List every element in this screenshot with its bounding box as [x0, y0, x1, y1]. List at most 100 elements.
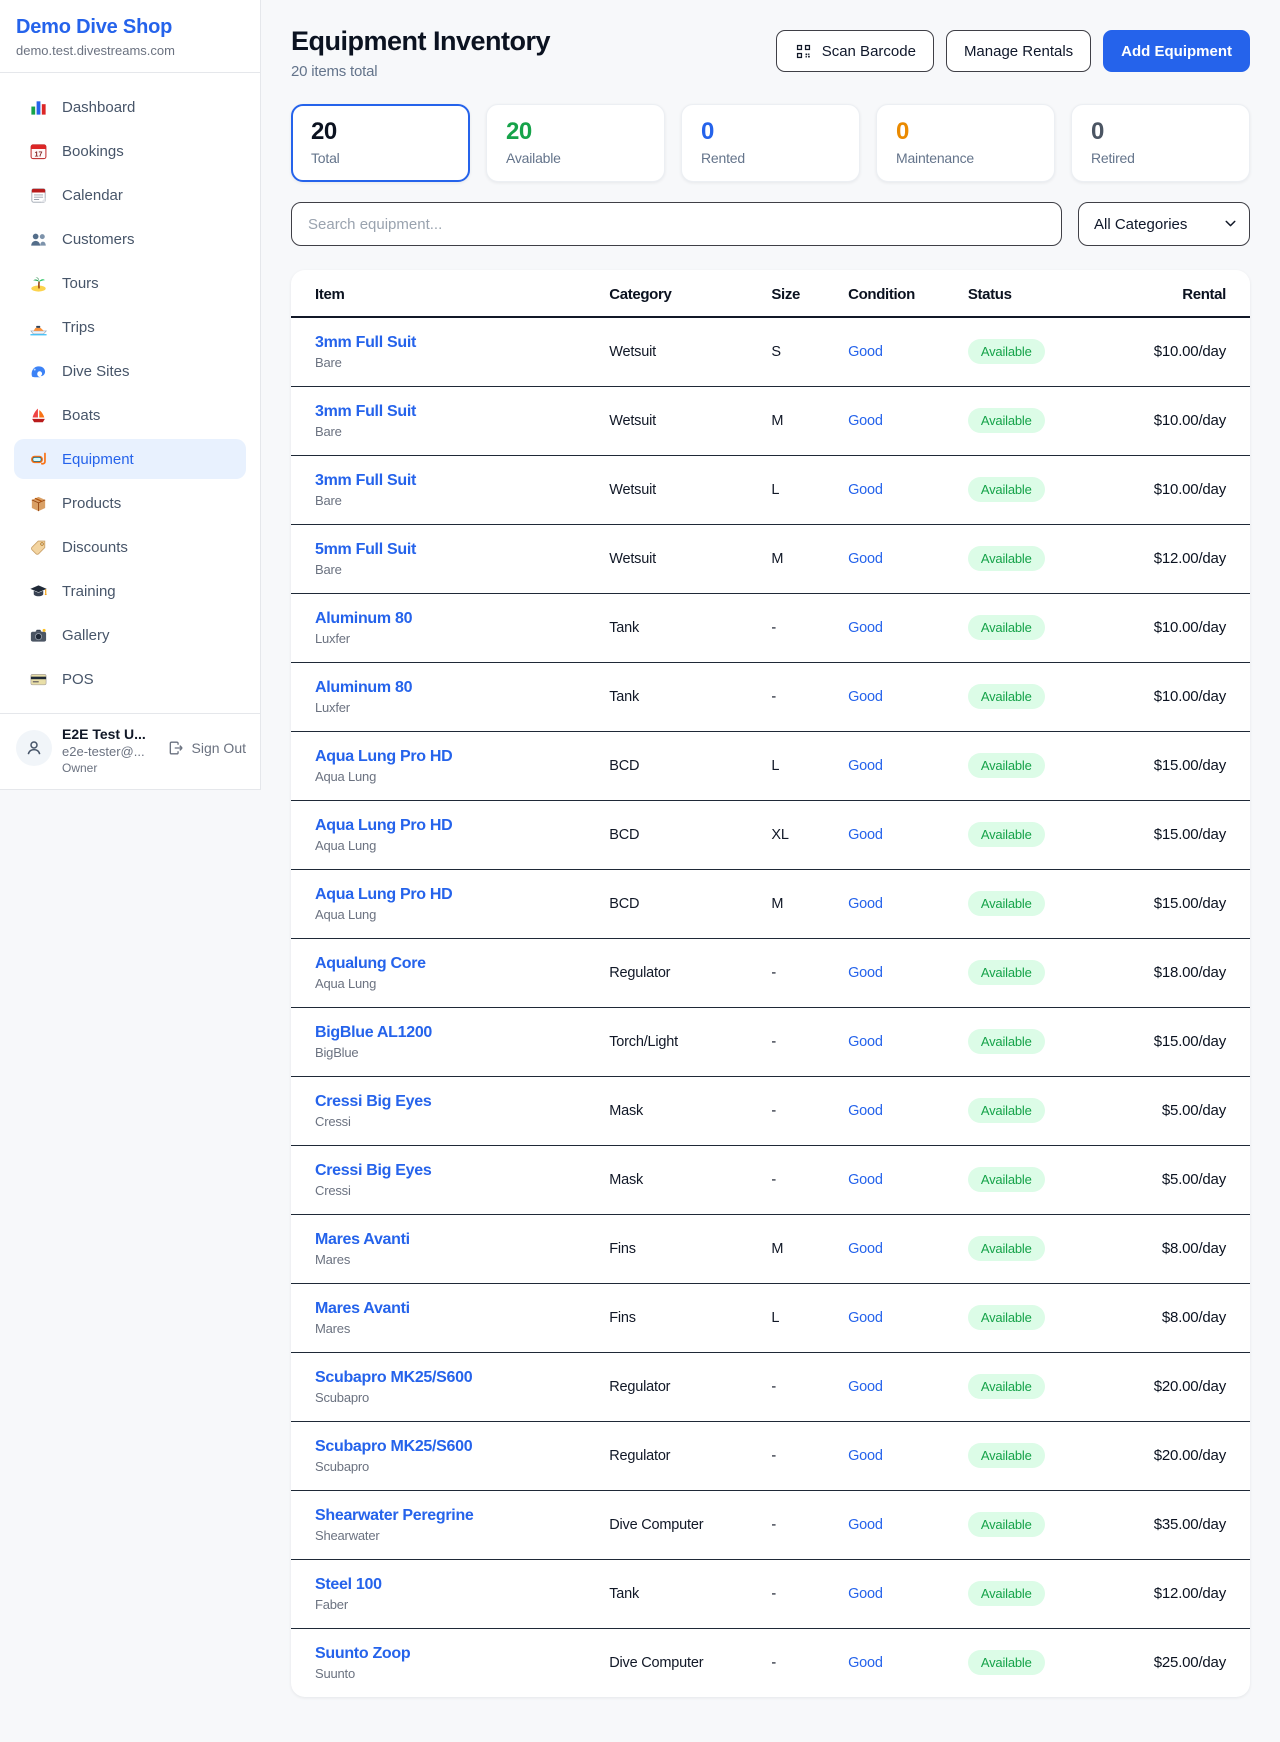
item-condition-link[interactable]: Good — [848, 826, 883, 843]
item-condition-link[interactable]: Good — [848, 1033, 883, 1050]
shop-name[interactable]: Demo Dive Shop — [16, 16, 173, 38]
sidebar-item-dashboard[interactable]: Dashboard — [14, 87, 246, 127]
item-condition-link[interactable]: Good — [848, 1378, 883, 1395]
item-size: - — [771, 1033, 777, 1050]
table-row: Steel 100 Faber Tank - Good Available $1… — [291, 1559, 1250, 1628]
item-condition-link[interactable]: Good — [848, 1585, 883, 1602]
wave-icon — [28, 361, 48, 381]
status-badge: Available — [967, 1443, 1045, 1468]
item-name-link[interactable]: Scubapro MK25/S600 — [315, 1437, 473, 1455]
item-name-link[interactable]: Aqua Lung Pro HD — [315, 816, 453, 834]
item-name-link[interactable]: Aluminum 80 — [315, 678, 413, 696]
sign-out-button[interactable]: Sign Out — [166, 738, 246, 758]
item-condition-link[interactable]: Good — [848, 757, 883, 774]
item-name-link[interactable]: 3mm Full Suit — [315, 471, 416, 489]
manage-rentals-button[interactable]: Manage Rentals — [945, 30, 1092, 72]
item-size: - — [771, 688, 777, 705]
sidebar-item-training[interactable]: Training — [14, 571, 246, 611]
item-name-link[interactable]: Steel 100 — [315, 1575, 382, 1593]
item-condition-link[interactable]: Good — [848, 688, 883, 705]
item-brand: Faber — [315, 1596, 348, 1612]
item-brand: Shearwater — [315, 1527, 380, 1543]
item-brand: Luxfer — [315, 699, 350, 715]
item-name-link[interactable]: Cressi Big Eyes — [315, 1161, 432, 1179]
sidebar-user-footer: E2E Test U... e2e-tester@... Owner Sign … — [0, 713, 260, 789]
item-name-link[interactable]: Cressi Big Eyes — [315, 1092, 432, 1110]
item-condition-link[interactable]: Good — [848, 412, 883, 429]
item-condition-link[interactable]: Good — [848, 1516, 883, 1533]
item-condition-link[interactable]: Good — [848, 343, 883, 360]
sidebar-item-products[interactable]: Products — [14, 483, 246, 523]
item-rental-price: $10.00/day — [1153, 687, 1226, 705]
stat-card-maintenance[interactable]: 0 Maintenance — [876, 104, 1055, 182]
add-equipment-button[interactable]: Add Equipment — [1103, 30, 1250, 72]
speedboat-icon — [28, 317, 48, 337]
item-condition-link[interactable]: Good — [848, 481, 883, 498]
stat-label: Maintenance — [896, 150, 974, 166]
sidebar-item-boats[interactable]: Boats — [14, 395, 246, 435]
item-condition-link[interactable]: Good — [848, 1240, 883, 1257]
item-rental-price: $12.00/day — [1153, 1584, 1226, 1602]
search-input[interactable] — [291, 202, 1062, 246]
item-size: - — [771, 619, 777, 636]
item-brand: Scubapro — [315, 1389, 370, 1405]
item-condition-link[interactable]: Good — [848, 1309, 883, 1326]
column-header-rental: Rental — [1129, 270, 1250, 318]
stat-card-total[interactable]: 20 Total — [291, 104, 470, 182]
item-brand: Bare — [315, 561, 342, 577]
item-name-link[interactable]: 3mm Full Suit — [315, 402, 416, 420]
item-condition-link[interactable]: Good — [848, 1102, 883, 1119]
add-equipment-label: Add Equipment — [1121, 42, 1232, 60]
page-title: Equipment Inventory — [291, 26, 551, 56]
item-rental-price: $25.00/day — [1153, 1653, 1226, 1671]
island-icon — [28, 273, 48, 293]
sidebar-item-bookings[interactable]: 17 Bookings — [14, 131, 246, 171]
sidebar-item-gallery[interactable]: Gallery — [14, 615, 246, 655]
item-name-link[interactable]: 3mm Full Suit — [315, 333, 416, 351]
item-name-link[interactable]: Aluminum 80 — [315, 609, 413, 627]
stat-card-available[interactable]: 20 Available — [486, 104, 665, 182]
item-size: - — [771, 1654, 777, 1671]
item-rental-price: $35.00/day — [1153, 1515, 1226, 1533]
item-name-link[interactable]: Mares Avanti — [315, 1230, 410, 1248]
item-name-link[interactable]: Aqua Lung Pro HD — [315, 747, 453, 765]
item-condition-link[interactable]: Good — [848, 1171, 883, 1188]
item-brand: Aqua Lung — [315, 768, 377, 784]
item-name-link[interactable]: Suunto Zoop — [315, 1644, 411, 1662]
item-size: - — [771, 1447, 777, 1464]
item-condition-link[interactable]: Good — [848, 964, 883, 981]
sidebar-item-equipment[interactable]: Equipment — [14, 439, 246, 479]
item-condition-link[interactable]: Good — [848, 619, 883, 636]
stat-card-retired[interactable]: 0 Retired — [1071, 104, 1250, 182]
bar-chart-icon — [28, 97, 48, 117]
item-rental-price: $20.00/day — [1153, 1446, 1226, 1464]
sidebar-item-discounts[interactable]: Discounts — [14, 527, 246, 567]
item-name-link[interactable]: Aqualung Core — [315, 954, 426, 972]
sidebar-item-calendar[interactable]: Calendar — [14, 175, 246, 215]
package-icon — [28, 493, 48, 513]
item-size: - — [771, 1516, 777, 1533]
item-name-link[interactable]: Mares Avanti — [315, 1299, 410, 1317]
status-badge: Available — [967, 615, 1045, 640]
page-header: Equipment Inventory 20 items total Scan … — [291, 26, 1250, 80]
scan-barcode-button[interactable]: Scan Barcode — [775, 30, 934, 72]
item-name-link[interactable]: Aqua Lung Pro HD — [315, 885, 453, 903]
sidebar-item-trips[interactable]: Trips — [14, 307, 246, 347]
sidebar-item-dive-sites[interactable]: Dive Sites — [14, 351, 246, 391]
sidebar-item-customers[interactable]: Customers — [14, 219, 246, 259]
column-header-size: Size — [747, 270, 825, 318]
item-condition-link[interactable]: Good — [848, 1654, 883, 1671]
item-name-link[interactable]: Shearwater Peregrine — [315, 1506, 474, 1524]
item-condition-link[interactable]: Good — [848, 1447, 883, 1464]
item-name-link[interactable]: BigBlue AL1200 — [315, 1023, 433, 1041]
stat-card-rented[interactable]: 0 Rented — [681, 104, 860, 182]
item-name-link[interactable]: 5mm Full Suit — [315, 540, 416, 558]
item-size: - — [771, 1378, 777, 1395]
item-name-link[interactable]: Scubapro MK25/S600 — [315, 1368, 473, 1386]
item-condition-link[interactable]: Good — [848, 895, 883, 912]
item-condition-link[interactable]: Good — [848, 550, 883, 567]
category-select[interactable]: All Categories — [1078, 202, 1250, 246]
header-actions: Scan Barcode Manage Rentals Add Equipmen… — [775, 30, 1250, 72]
sidebar-item-tours[interactable]: Tours — [14, 263, 246, 303]
sidebar-item-pos[interactable]: POS — [14, 659, 246, 699]
